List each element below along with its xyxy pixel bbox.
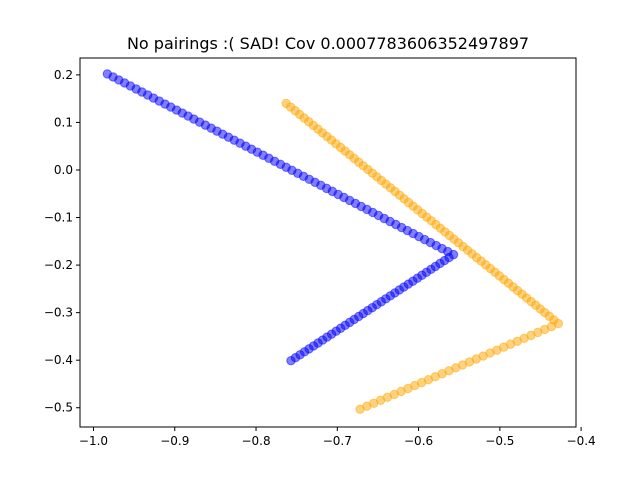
x-tick-label: −0.9: [160, 434, 189, 448]
y-tick-label: −0.3: [44, 306, 73, 320]
data-points: [102, 69, 564, 414]
x-tick-label: −0.5: [485, 434, 514, 448]
y-tick-label: −0.4: [44, 353, 73, 367]
x-tick-label: −0.7: [323, 434, 352, 448]
y-tick-label: −0.2: [44, 258, 73, 272]
x-tick-label: −0.8: [241, 434, 270, 448]
y-tick-label: −0.5: [44, 401, 73, 415]
chart-title: No pairings :( SAD! Cov 0.00077836063524…: [127, 34, 529, 53]
x-tick-label: −0.4: [567, 434, 596, 448]
y-tick-label: 0.2: [54, 68, 73, 82]
orange-data-point: [355, 404, 365, 414]
x-axis: −1.0 −0.9 −0.8 −0.7 −0.6 −0.5 −0.4: [79, 427, 596, 448]
y-tick-label: 0.1: [54, 115, 73, 129]
x-tick-label: −0.6: [404, 434, 433, 448]
x-tick-label: −1.0: [79, 434, 108, 448]
y-axis: −0.5 −0.4 −0.3 −0.2 −0.1 0.0 0.1 0.2: [44, 68, 80, 415]
blue-data-point: [286, 355, 296, 366]
y-tick-label: −0.1: [44, 211, 73, 225]
plot-area-frame: [79, 57, 577, 428]
y-tick-label: 0.0: [54, 163, 73, 177]
